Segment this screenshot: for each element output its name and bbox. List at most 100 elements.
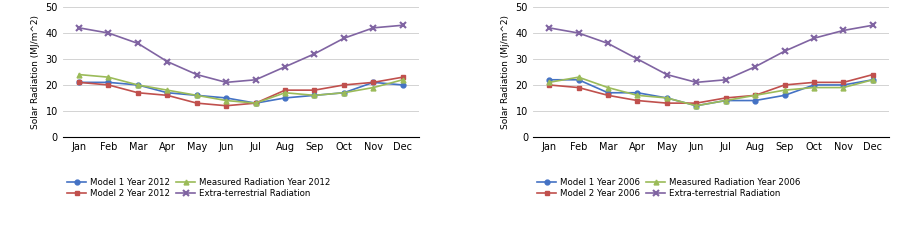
Model 2 Year 2012 bbox=[339, 84, 349, 86]
Measured Radiation Year 2006 bbox=[808, 86, 819, 89]
Extra-terrestrial Radiation bbox=[662, 73, 673, 76]
Model 1 Year 2012 bbox=[74, 81, 84, 84]
Measured Radiation Year 2012 bbox=[74, 73, 84, 76]
Extra-terrestrial Radiation bbox=[103, 32, 114, 34]
Measured Radiation Year 2012 bbox=[368, 86, 379, 89]
Line: Model 1 Year 2012: Model 1 Year 2012 bbox=[76, 80, 405, 105]
Extra-terrestrial Radiation bbox=[808, 37, 819, 40]
Extra-terrestrial Radiation bbox=[603, 42, 613, 45]
Measured Radiation Year 2006 bbox=[603, 86, 613, 89]
Measured Radiation Year 2006 bbox=[573, 76, 584, 79]
Extra-terrestrial Radiation bbox=[838, 29, 849, 32]
Model 2 Year 2006 bbox=[720, 97, 731, 99]
Model 2 Year 2006 bbox=[543, 84, 554, 86]
Model 1 Year 2012 bbox=[368, 81, 379, 84]
Extra-terrestrial Radiation bbox=[279, 65, 290, 68]
Model 1 Year 2012 bbox=[191, 94, 202, 97]
Line: Model 1 Year 2006: Model 1 Year 2006 bbox=[547, 77, 876, 108]
Line: Measured Radiation Year 2006: Measured Radiation Year 2006 bbox=[547, 75, 876, 108]
Extra-terrestrial Radiation bbox=[221, 81, 232, 84]
Model 1 Year 2006 bbox=[779, 94, 790, 97]
Extra-terrestrial Radiation bbox=[632, 58, 643, 60]
Model 2 Year 2006 bbox=[632, 99, 643, 102]
Measured Radiation Year 2012 bbox=[133, 84, 144, 86]
Model 1 Year 2012 bbox=[221, 97, 232, 99]
Model 2 Year 2006 bbox=[603, 94, 613, 97]
Model 2 Year 2006 bbox=[662, 102, 673, 105]
Line: Measured Radiation Year 2012: Measured Radiation Year 2012 bbox=[76, 72, 405, 105]
Model 2 Year 2012 bbox=[191, 102, 202, 105]
Extra-terrestrial Radiation bbox=[867, 24, 878, 27]
Measured Radiation Year 2006 bbox=[662, 97, 673, 99]
Extra-terrestrial Radiation bbox=[309, 52, 320, 55]
Measured Radiation Year 2006 bbox=[720, 99, 731, 102]
Model 1 Year 2012 bbox=[398, 84, 409, 86]
Model 1 Year 2012 bbox=[339, 91, 349, 94]
Extra-terrestrial Radiation bbox=[74, 26, 84, 29]
Legend: Model 1 Year 2012, Model 2 Year 2012, Measured Radiation Year 2012, Extra-terres: Model 1 Year 2012, Model 2 Year 2012, Me… bbox=[67, 177, 330, 198]
Model 2 Year 2012 bbox=[221, 104, 232, 107]
Model 2 Year 2012 bbox=[133, 91, 144, 94]
Y-axis label: Solar Radiation (Mj/m^2): Solar Radiation (Mj/m^2) bbox=[501, 15, 510, 129]
Extra-terrestrial Radiation bbox=[573, 32, 584, 34]
Measured Radiation Year 2006 bbox=[750, 94, 761, 97]
Y-axis label: Solar Radiation (MJ/m^2): Solar Radiation (MJ/m^2) bbox=[31, 15, 40, 129]
Extra-terrestrial Radiation bbox=[133, 42, 144, 45]
Model 2 Year 2012 bbox=[368, 81, 379, 84]
Measured Radiation Year 2012 bbox=[398, 78, 409, 81]
Model 2 Year 2006 bbox=[750, 94, 761, 97]
Model 1 Year 2006 bbox=[573, 78, 584, 81]
Model 1 Year 2006 bbox=[662, 97, 673, 99]
Model 2 Year 2012 bbox=[279, 89, 290, 92]
Model 2 Year 2012 bbox=[309, 89, 320, 92]
Model 2 Year 2012 bbox=[74, 81, 84, 84]
Measured Radiation Year 2012 bbox=[221, 99, 232, 102]
Measured Radiation Year 2012 bbox=[279, 91, 290, 94]
Model 1 Year 2006 bbox=[750, 99, 761, 102]
Line: Extra-terrestrial Radiation: Extra-terrestrial Radiation bbox=[76, 22, 406, 85]
Model 1 Year 2006 bbox=[691, 104, 701, 107]
Measured Radiation Year 2006 bbox=[779, 89, 790, 92]
Model 2 Year 2012 bbox=[251, 102, 261, 105]
Model 2 Year 2006 bbox=[867, 73, 878, 76]
Measured Radiation Year 2006 bbox=[543, 81, 554, 84]
Legend: Model 1 Year 2006, Model 2 Year 2006, Measured Radiation Year 2006, Extra-terres: Model 1 Year 2006, Model 2 Year 2006, Me… bbox=[537, 177, 800, 198]
Extra-terrestrial Radiation bbox=[191, 73, 202, 76]
Extra-terrestrial Radiation bbox=[368, 26, 379, 29]
Model 1 Year 2006 bbox=[603, 91, 613, 94]
Model 1 Year 2006 bbox=[543, 78, 554, 81]
Measured Radiation Year 2012 bbox=[309, 94, 320, 97]
Model 1 Year 2006 bbox=[720, 99, 731, 102]
Line: Model 2 Year 2006: Model 2 Year 2006 bbox=[547, 72, 876, 105]
Extra-terrestrial Radiation bbox=[339, 37, 349, 40]
Model 1 Year 2012 bbox=[309, 94, 320, 97]
Measured Radiation Year 2006 bbox=[838, 86, 849, 89]
Model 2 Year 2006 bbox=[838, 81, 849, 84]
Model 2 Year 2012 bbox=[162, 94, 172, 97]
Measured Radiation Year 2006 bbox=[867, 78, 878, 81]
Model 1 Year 2012 bbox=[133, 84, 144, 86]
Measured Radiation Year 2012 bbox=[191, 94, 202, 97]
Measured Radiation Year 2012 bbox=[251, 102, 261, 105]
Model 2 Year 2012 bbox=[103, 84, 114, 86]
Model 2 Year 2012 bbox=[398, 76, 409, 79]
Model 1 Year 2006 bbox=[867, 78, 878, 81]
Measured Radiation Year 2006 bbox=[632, 94, 643, 97]
Measured Radiation Year 2012 bbox=[339, 91, 349, 94]
Measured Radiation Year 2012 bbox=[103, 76, 114, 79]
Model 1 Year 2012 bbox=[251, 102, 261, 105]
Extra-terrestrial Radiation bbox=[162, 60, 172, 63]
Model 2 Year 2006 bbox=[779, 84, 790, 86]
Measured Radiation Year 2012 bbox=[162, 89, 172, 92]
Extra-terrestrial Radiation bbox=[398, 24, 409, 27]
Model 2 Year 2006 bbox=[691, 102, 701, 105]
Model 2 Year 2006 bbox=[808, 81, 819, 84]
Extra-terrestrial Radiation bbox=[779, 50, 790, 53]
Model 1 Year 2012 bbox=[103, 81, 114, 84]
Model 1 Year 2012 bbox=[162, 91, 172, 94]
Model 1 Year 2006 bbox=[808, 84, 819, 86]
Model 1 Year 2006 bbox=[838, 84, 849, 86]
Line: Extra-terrestrial Radiation: Extra-terrestrial Radiation bbox=[546, 22, 876, 85]
Model 1 Year 2012 bbox=[279, 97, 290, 99]
Extra-terrestrial Radiation bbox=[750, 65, 761, 68]
